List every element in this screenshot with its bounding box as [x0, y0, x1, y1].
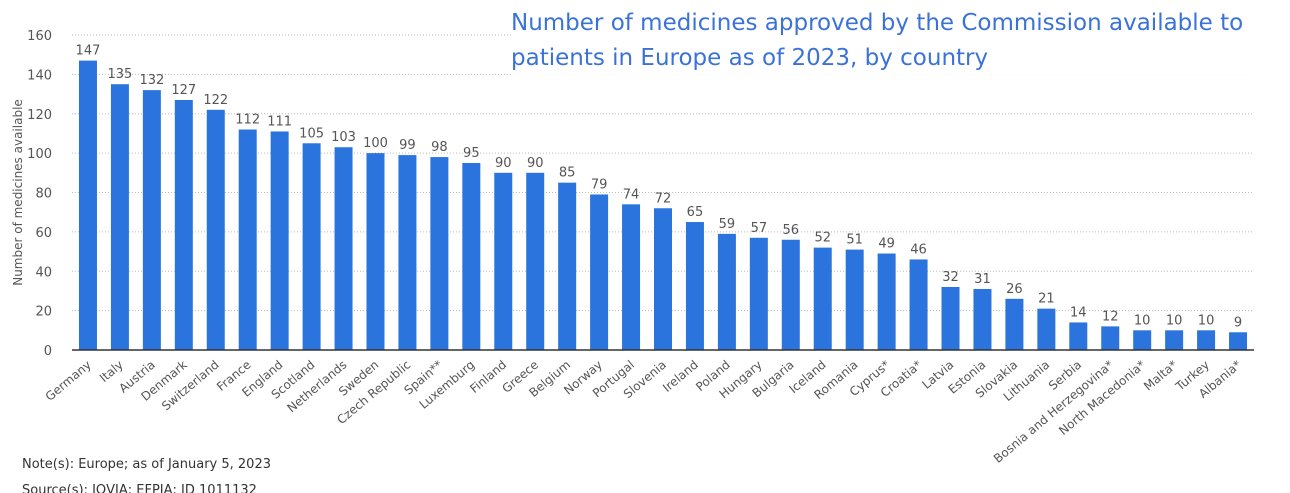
- x-tick-label: Germany: [43, 358, 94, 404]
- bar: [206, 109, 225, 350]
- value-label: 99: [399, 138, 416, 153]
- bar: [142, 90, 161, 350]
- bar: [78, 60, 97, 350]
- y-tick-label: 40: [35, 265, 52, 280]
- y-tick-label: 160: [27, 29, 52, 44]
- bar: [1165, 330, 1184, 350]
- bar: [462, 162, 481, 350]
- bar: [494, 172, 513, 350]
- bar: [110, 84, 129, 350]
- bar: [302, 143, 321, 350]
- value-label: 105: [299, 126, 324, 141]
- bar: [1037, 308, 1056, 350]
- x-tick-label: Malta*: [1141, 358, 1180, 394]
- y-tick-label: 140: [27, 68, 52, 83]
- y-tick-label: 60: [35, 226, 52, 241]
- chart-title: Number of medicines approved by the Comm…: [511, 6, 1286, 76]
- value-label: 31: [974, 272, 991, 287]
- x-tick-label: Ireland: [660, 358, 701, 395]
- value-label: 85: [559, 166, 576, 181]
- value-label: 95: [463, 146, 480, 161]
- bar: [238, 129, 257, 350]
- value-label: 127: [171, 83, 196, 98]
- y-tick-label: 120: [27, 108, 52, 123]
- value-label: 103: [331, 130, 356, 145]
- value-label: 122: [203, 93, 228, 108]
- bar: [558, 182, 577, 350]
- value-label: 10: [1198, 313, 1215, 328]
- bar: [941, 287, 960, 350]
- value-label: 52: [814, 231, 831, 246]
- value-label: 26: [1006, 282, 1023, 297]
- bar: [1197, 330, 1216, 350]
- y-axis-label: Number of medicines available: [11, 99, 25, 286]
- value-label: 46: [910, 242, 927, 257]
- value-label: 72: [655, 191, 672, 206]
- bar: [973, 288, 992, 350]
- value-label: 100: [363, 136, 388, 151]
- value-label: 112: [235, 113, 260, 128]
- value-label: 79: [591, 177, 608, 192]
- bar: [845, 249, 864, 350]
- bar: [781, 239, 800, 350]
- y-tick-label: 100: [27, 147, 52, 162]
- y-tick-label: 20: [35, 305, 52, 320]
- bar: [685, 222, 704, 350]
- bar: [717, 233, 736, 350]
- value-label: 98: [431, 140, 448, 155]
- bar: [526, 172, 545, 350]
- bar: [749, 237, 768, 350]
- value-label: 90: [527, 156, 544, 171]
- source: Source(s): IQVIA; EFPIA; ID 1011132: [22, 483, 257, 493]
- note: Note(s): Europe; as of January 5, 2023: [22, 457, 271, 472]
- bar: [398, 155, 417, 350]
- bar: [270, 131, 289, 350]
- bar: [1101, 326, 1120, 350]
- value-label: 135: [108, 67, 133, 82]
- value-label: 147: [76, 44, 101, 59]
- value-label: 90: [495, 156, 512, 171]
- bar: [334, 147, 353, 350]
- value-label: 111: [267, 114, 292, 129]
- bar: [1133, 330, 1152, 350]
- bar: [1229, 332, 1248, 350]
- value-label: 12: [1102, 309, 1119, 324]
- bar: [1069, 322, 1088, 350]
- bar: [909, 259, 928, 350]
- bar: [654, 208, 672, 350]
- value-label: 59: [719, 217, 736, 232]
- value-label: 49: [878, 237, 895, 252]
- value-label: 10: [1166, 313, 1183, 328]
- bar: [366, 153, 385, 350]
- bar: [174, 99, 193, 350]
- bar: [430, 157, 449, 350]
- y-tick-label: 80: [35, 187, 52, 202]
- bar: [590, 194, 609, 350]
- value-label: 51: [846, 233, 863, 248]
- value-label: 21: [1038, 292, 1055, 307]
- bar: [1005, 298, 1024, 350]
- y-tick-label: 0: [44, 344, 52, 359]
- value-label: 32: [942, 270, 959, 285]
- bar: [813, 247, 832, 350]
- value-label: 74: [623, 187, 640, 202]
- value-label: 14: [1070, 305, 1087, 320]
- bar: [622, 204, 641, 350]
- value-label: 10: [1134, 313, 1151, 328]
- value-label: 9: [1234, 315, 1242, 330]
- value-label: 56: [783, 223, 800, 238]
- bar: [877, 253, 896, 350]
- value-label: 65: [687, 205, 704, 220]
- value-label: 132: [139, 73, 164, 88]
- value-label: 57: [751, 221, 768, 236]
